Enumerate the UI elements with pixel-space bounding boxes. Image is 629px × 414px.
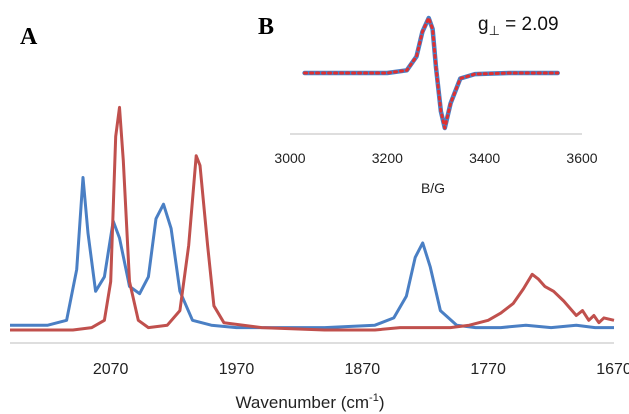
main-x-tick-label: 2070 <box>93 361 129 378</box>
inset-x-tick-label: 3400 <box>469 150 500 166</box>
main-series-group <box>10 105 615 332</box>
inset-x-axis-title: B/G <box>421 180 445 196</box>
main-series-line-1 <box>10 176 614 330</box>
main-x-axis-title: Wavenumber (cm-1) <box>236 392 385 412</box>
main-x-ticks: 2070 1970 1870 1770 1670 <box>93 361 629 378</box>
main-x-tick-label: 1770 <box>470 361 506 378</box>
inset-series-group <box>302 15 560 131</box>
panel-label-b: B <box>258 14 274 40</box>
inset-series-line-2 <box>303 16 560 130</box>
inset-x-tick-label: 3000 <box>274 150 305 166</box>
main-spectrum-chart: 2070 1970 1870 1770 1670 Wavenumber (cm-1) <box>10 105 629 412</box>
inset-x-ticks: 3000 3200 3400 3600 <box>274 150 597 166</box>
main-series-line-2 <box>10 105 615 332</box>
main-x-tick-label: 1870 <box>345 361 381 378</box>
main-x-tick-label: 1670 <box>596 361 629 378</box>
main-x-axis-title-superscript: -1 <box>369 392 379 404</box>
epr-inset-chart: 3000 3200 3400 3600 B/G g⊥ = 2.09 <box>274 14 597 196</box>
inset-x-tick-label: 3200 <box>372 150 403 166</box>
inset-x-tick-label: 3600 <box>566 150 597 166</box>
panel-label-a: A <box>20 24 38 50</box>
main-x-tick-label: 1970 <box>219 361 255 378</box>
g-perp-subscript: ⊥ <box>489 23 500 38</box>
g-value-annotation: g⊥ = 2.09 <box>478 14 559 38</box>
